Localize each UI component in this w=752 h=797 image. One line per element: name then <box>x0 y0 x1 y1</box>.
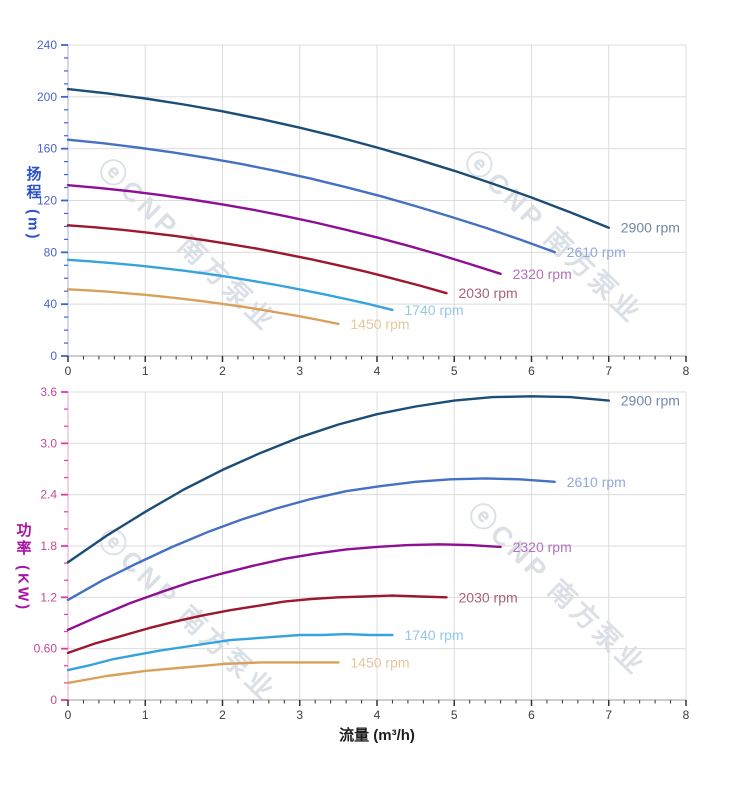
x-tick-label: 1 <box>142 708 149 722</box>
curve-1450rpm <box>66 661 340 685</box>
rpm-label-2610: 2610 rpm <box>567 244 626 260</box>
curve-2610rpm <box>66 477 556 602</box>
curve-2320rpm <box>66 543 502 631</box>
x-axis-ticks: 0 1 2 3 4 5 6 7 8 <box>65 356 690 378</box>
y-tick-label: 1.8 <box>40 539 57 553</box>
y-tick-label: 0 <box>50 693 57 707</box>
rpm-label-2610: 2610 rpm <box>567 474 626 490</box>
curve-1740rpm <box>66 258 394 312</box>
y-tick-label: 80 <box>44 245 58 259</box>
x-tick-label: 5 <box>451 364 458 378</box>
y-tick-label: 160 <box>37 142 57 156</box>
y-tick-label: 240 <box>37 38 57 52</box>
x-tick-label: 5 <box>451 708 458 722</box>
power-vs-flow-chart: 0 0.60 1.2 1.8 2.4 3.0 3.6 0 1 2 3 4 5 6 7 8 2900 rpm 261… <box>34 385 690 722</box>
y-tick-label: 120 <box>37 194 57 208</box>
x-tick-label: 7 <box>605 708 612 722</box>
gridlines <box>67 44 687 357</box>
x-tick-label: 8 <box>683 364 690 378</box>
rpm-label-1740: 1740 rpm <box>404 302 463 318</box>
rpm-label-2030: 2030 rpm <box>459 285 518 301</box>
curve-2030rpm <box>66 224 448 295</box>
y-tick-label: 3.0 <box>40 436 57 450</box>
curve-2900rpm <box>66 395 610 564</box>
x-tick-label: 2 <box>219 364 226 378</box>
y-tick-label: 2.4 <box>40 488 57 502</box>
power-axis-title: 功率 (KW) <box>14 522 32 613</box>
curve-1740rpm <box>66 632 394 672</box>
head-axis-title: 扬程 (m) <box>24 166 42 242</box>
y-tick-label: 40 <box>44 297 58 311</box>
y-tick-label: 3.6 <box>40 385 57 399</box>
x-tick-label: 4 <box>374 364 381 378</box>
x-tick-label: 1 <box>142 364 149 378</box>
curve-2610rpm <box>66 138 556 254</box>
flow-axis-title: 流量 (m³/h) <box>339 727 415 744</box>
y-tick-label: 200 <box>37 90 57 104</box>
rpm-label-1450: 1450 rpm <box>350 316 409 332</box>
rpm-label-2900: 2900 rpm <box>621 220 680 236</box>
y-axis-ticks: 0 0.60 1.2 1.8 2.4 3.0 3.6 <box>34 385 68 707</box>
rpm-label-1450: 1450 rpm <box>350 654 409 670</box>
x-tick-label: 6 <box>528 708 535 722</box>
x-tick-label: 8 <box>683 708 690 722</box>
y-tick-label: 0.60 <box>34 642 58 656</box>
rpm-label-2030: 2030 rpm <box>459 589 518 605</box>
x-tick-label: 0 <box>65 708 72 722</box>
curve-2320rpm <box>66 184 502 275</box>
rpm-label-2320: 2320 rpm <box>513 266 572 282</box>
x-axis-ticks: 0 1 2 3 4 5 6 7 8 <box>65 700 690 722</box>
curve-2900rpm <box>66 87 610 229</box>
x-tick-label: 2 <box>219 708 226 722</box>
rpm-label-2900: 2900 rpm <box>621 393 680 409</box>
y-axis-ticks: 0 40 80 120 160 200 240 <box>37 38 68 363</box>
rpm-label-2320: 2320 rpm <box>513 539 572 555</box>
x-tick-label: 3 <box>296 364 303 378</box>
x-tick-label: 6 <box>528 364 535 378</box>
curve-1450rpm <box>66 288 340 326</box>
x-tick-label: 4 <box>374 708 381 722</box>
y-tick-label: 0 <box>50 349 57 363</box>
x-tick-label: 7 <box>605 364 612 378</box>
x-tick-label: 3 <box>296 708 303 722</box>
x-tick-label: 0 <box>65 364 72 378</box>
head-vs-flow-chart: 0 40 80 120 160 200 240 0 1 2 3 4 5 6 7 8 2900 rpm 2610 r… <box>37 38 690 378</box>
rpm-label-1740: 1740 rpm <box>404 627 463 643</box>
y-tick-label: 1.2 <box>40 590 57 604</box>
curve-2030rpm <box>66 594 448 655</box>
